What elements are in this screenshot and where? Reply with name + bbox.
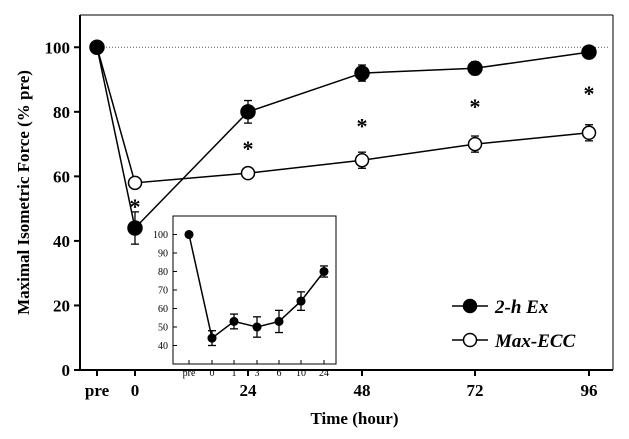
inset-y-tick-label: 50 <box>158 323 168 334</box>
x-tick-label: pre <box>85 381 110 400</box>
y-axis-title: Maximal Isometric Force (% pre) <box>14 70 33 315</box>
two-h-ex-data-point <box>127 220 143 236</box>
inset-chart: 40 50 60 70 80 90 100 pre 0 1 3 6 10 24 <box>153 215 337 379</box>
max-ecc-data-point <box>581 125 597 141</box>
legend-marker <box>462 332 478 348</box>
inset-data-point <box>319 266 329 277</box>
inset-x-tick-label: 0 <box>210 368 215 379</box>
legend-label: Max-ECC <box>494 331 576 352</box>
x-tick-label: 72 <box>467 381 484 400</box>
significance-asterisk: * <box>470 94 481 119</box>
y-tick-label: 0 <box>62 361 71 380</box>
legend-label: 2-h Ex <box>494 297 549 318</box>
two-h-ex-data-point <box>89 39 105 56</box>
max-ecc-data-point <box>467 136 483 152</box>
significance-asterisk: * <box>357 114 368 139</box>
two-h-ex-series-line <box>96 47 590 230</box>
inset-x-tick-label: 1 <box>232 368 237 379</box>
inset-x-tick-label: 24 <box>319 368 329 379</box>
x-tick-label: 48 <box>354 381 371 400</box>
inset-data-point <box>184 229 194 240</box>
two-h-ex-data-point <box>354 65 370 81</box>
inset-x-tick-label: 6 <box>277 368 282 379</box>
inset-y-tick-label: 70 <box>158 286 168 297</box>
y-tick-label: 80 <box>53 103 70 122</box>
x-tick-label: 0 <box>131 381 140 400</box>
y-tick-label: 60 <box>53 167 70 186</box>
max-ecc-data-point <box>240 165 256 181</box>
x-tick-label: 96 <box>581 381 598 400</box>
two-h-ex-data-point <box>240 104 256 120</box>
two-h-ex-data-point <box>581 44 597 60</box>
significance-asterisk: * <box>243 136 254 161</box>
inset-data-point <box>296 296 306 306</box>
two-h-ex-data-point <box>467 60 483 76</box>
x-tick-label: 24 <box>240 381 258 400</box>
inset-data-point <box>229 316 239 327</box>
significance-asterisk: * <box>584 81 595 106</box>
y-tick-label: 100 <box>45 38 71 57</box>
inset-frame <box>172 215 337 365</box>
inset-x-tick-label: pre <box>183 368 196 379</box>
inset-x-tick-label: 3 <box>255 368 260 379</box>
legend-marker <box>462 298 478 314</box>
max-ecc-data-point <box>127 175 143 191</box>
inset-y-tick-label: 40 <box>158 341 168 352</box>
max-ecc-series-line <box>96 47 590 184</box>
inset-y-tick-label: 100 <box>153 230 168 241</box>
inset-y-tick-label: 60 <box>158 304 168 315</box>
inset-data-point <box>207 333 217 343</box>
x-axis-title: Time (hour) <box>311 409 399 428</box>
y-tick-label: 40 <box>53 232 70 251</box>
inset-data-point <box>252 322 262 332</box>
significance-asterisk: * <box>130 194 141 219</box>
inset-x-tick-label: 10 <box>296 368 306 379</box>
y-tick-label: 20 <box>53 296 70 315</box>
inset-y-tick-label: 90 <box>158 249 168 260</box>
inset-data-point <box>274 316 284 327</box>
max-ecc-data-point <box>354 152 370 168</box>
inset-y-tick-label: 80 <box>158 267 168 278</box>
